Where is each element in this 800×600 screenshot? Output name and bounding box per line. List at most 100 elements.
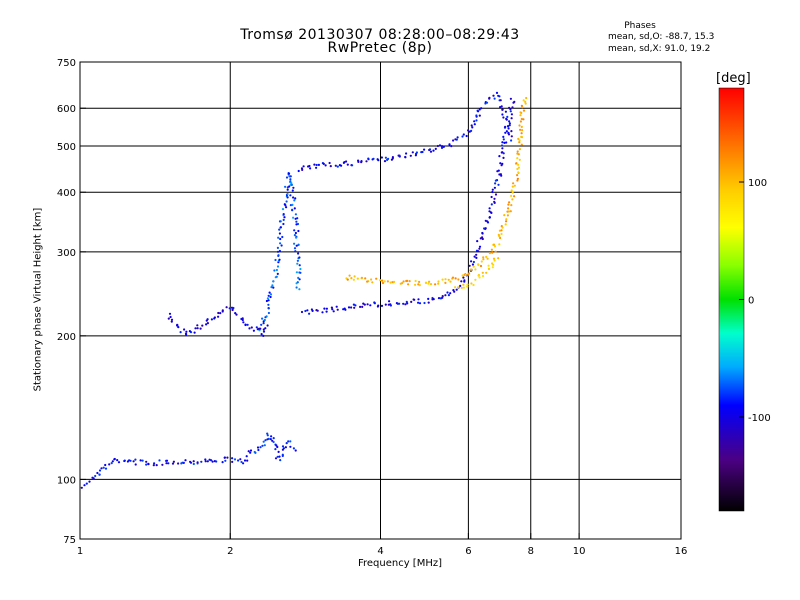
legend-title: Phases [624,21,656,31]
scatter-point [269,438,272,441]
scatter-point [507,127,510,130]
scatter-point [471,126,474,129]
scatter-point [478,108,481,111]
scatter-point [272,437,275,440]
scatter-point [429,283,433,286]
scatter-point [468,264,471,267]
scatter-point [287,440,290,443]
scatter-point [500,144,504,147]
scatter-point [494,250,497,253]
x-tick-label: 1 [77,546,83,557]
scatter-point [294,250,297,253]
scatter-point [123,459,126,462]
scatter-point [266,324,269,327]
y-tick-label: 500 [57,142,76,153]
scatter-point [448,143,451,146]
scatter-point [226,456,229,459]
scatter-point [509,108,512,111]
scatter-point [234,312,237,315]
scatter-point [239,458,242,461]
scatter-point [291,203,294,206]
scatter-point [490,195,493,199]
scatter-point [255,326,258,329]
scatter-point [473,123,476,126]
scatter-point [478,114,481,117]
scatter-point [477,250,480,253]
scatter-point [428,148,432,151]
scatter-point [250,326,253,329]
scatter-point [117,461,121,464]
scatter-point [524,102,527,105]
scatter-point [289,440,292,443]
scatter-point [428,280,431,283]
scatter-point [502,135,505,138]
scatter-point [231,308,234,312]
scatter-point [280,244,283,247]
scatter-point [241,317,244,320]
scatter-point [366,280,369,283]
y-tick-label: 600 [57,104,76,115]
scatter-point [384,303,387,306]
scatter-point [192,462,195,466]
y-tick-label: 750 [57,58,76,69]
scatter-point [499,162,502,165]
scatter-point [486,220,489,223]
scatter-point [418,302,422,305]
scatter-point [499,236,502,240]
scatter-point [522,99,525,102]
scatter-point [301,168,304,171]
scatter-point [404,303,407,306]
scatter-point [268,291,271,294]
scatter-point [505,130,508,133]
scatter-point [427,282,430,285]
scatter-point [267,311,270,315]
scatter-point [296,217,299,220]
scatter-point [372,157,375,160]
scatter-point [315,166,318,169]
scatter-point [515,162,518,165]
scatter-point [141,459,144,462]
scatter-point [438,144,442,147]
scatter-point [297,229,300,233]
scatter-point [417,298,420,301]
scatter-point [266,432,269,435]
scatter-point [298,278,301,281]
scatter-point [452,139,455,142]
scatter-point [104,463,107,467]
scatter-point [293,229,296,232]
scatter-point [406,279,409,282]
scatter-point [257,448,260,452]
scatter-point [161,463,164,466]
scatter-point [308,312,311,315]
scatter-point [298,256,301,259]
scatter-point [495,91,499,94]
scatter-point [429,150,433,153]
scatter-point [511,185,514,188]
scatter-point [83,484,86,487]
scatter-point [282,447,285,450]
scatter-point [490,248,493,251]
colorbar-tick-label: 0 [748,296,754,307]
scatter-point [480,260,483,263]
scatter-point [487,267,490,270]
scatter-point [262,440,265,443]
scatter-point [205,323,208,326]
scatter-point [340,164,343,167]
scatter-point [449,280,452,283]
scatter-point [295,236,298,239]
scatter-point [242,462,245,465]
scatter-point [219,312,222,315]
scatter-point [323,307,326,310]
scatter-point [505,218,508,221]
scatter-point [519,114,522,117]
scatter-point [388,300,391,303]
scatter-point [350,277,353,280]
scatter-point [302,165,305,168]
scatter-point [289,445,292,448]
scatter-point [434,147,437,150]
scatter-point [497,257,500,260]
scatter-point [108,463,111,466]
scatter-point [294,213,297,216]
scatter-point [516,150,519,153]
scatter-point [427,301,430,304]
